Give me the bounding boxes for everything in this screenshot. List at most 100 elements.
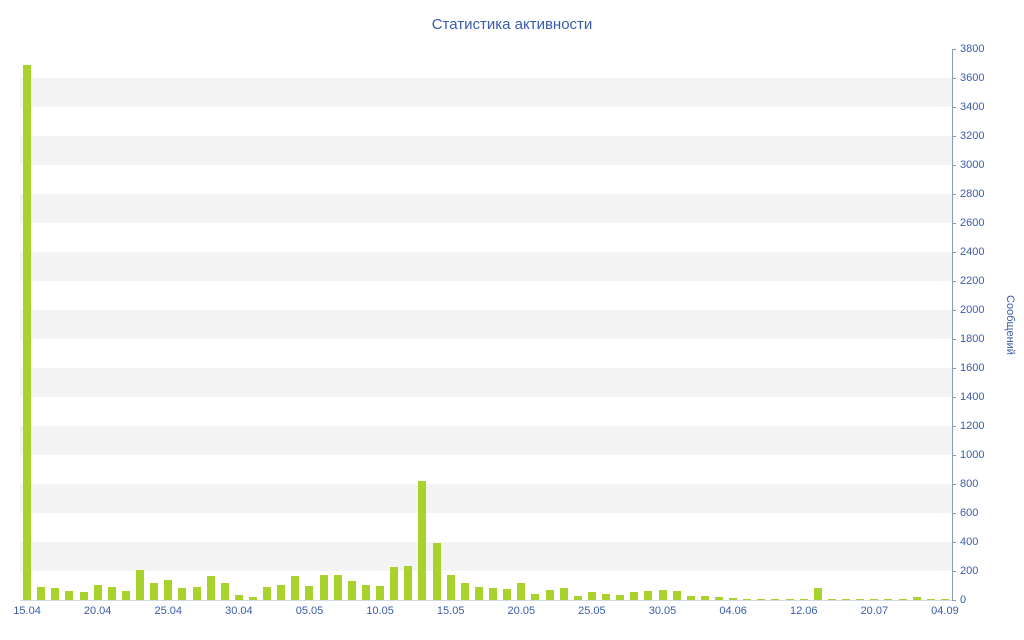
bar-21 [319,575,328,600]
bar-48 [700,596,709,600]
y-axis-line [952,49,953,601]
bar-35 [517,583,526,600]
x-axis-label: 05.05 [295,605,324,617]
y-axis-tick-label: 2800 [960,188,985,200]
bar-12 [192,587,201,600]
bar-0 [23,65,32,600]
bar-50 [729,598,738,600]
x-axis-label: 15.04 [13,605,41,617]
y-axis-tick [952,310,956,311]
x-axis-label: 15.05 [436,605,465,617]
bar-47 [686,596,695,600]
bar-29 [432,543,441,600]
bar-42 [616,595,625,600]
y-axis-title: Сообщений [1004,295,1016,355]
bar-24 [361,585,370,600]
bar-3 [65,591,74,600]
y-axis-tick-label: 400 [960,536,979,548]
y-axis-tick-label: 2200 [960,275,985,287]
bar-7 [121,591,130,600]
y-axis-tick-label: 3800 [960,43,985,55]
bar-15 [234,595,243,600]
bar-5 [93,585,102,600]
plot-area [20,49,952,600]
bar-46 [672,591,681,600]
bar-38 [559,588,568,600]
bar-20 [305,586,314,600]
bar-10 [164,580,173,600]
bar-56 [813,588,822,600]
x-axis-label: 30.04 [225,605,253,617]
y-axis-tick-label: 1400 [960,391,985,403]
bar-19 [291,576,300,600]
x-axis-label: 30.05 [648,605,677,617]
y-axis-tick-label: 1200 [960,420,985,432]
chart-title: Статистика активности [431,16,593,33]
y-axis-tick-label: 0 [960,594,967,606]
x-axis-label: 20.07 [860,605,889,617]
bar-25 [376,586,385,600]
y-axis-tick [952,165,956,166]
y-axis-tick-label: 1000 [960,449,985,461]
bar-52 [757,599,766,600]
bar-18 [277,585,286,600]
y-axis-tick-label: 3600 [960,72,985,84]
bar-16 [249,597,257,600]
bar-61 [884,599,893,600]
bar-54 [785,599,794,600]
y-axis-tick [952,339,956,340]
bar-33 [489,588,498,600]
y-axis-tick-label: 1800 [960,333,985,345]
x-axis-label: 10.05 [366,605,394,617]
y-axis-tick [952,513,956,514]
bar-40 [587,592,596,600]
bar-4 [79,592,88,600]
y-axis-tick-label: 1600 [960,362,985,374]
bar-26 [390,567,399,600]
y-axis-tick-label: 3200 [960,130,985,142]
bar-13 [206,576,215,600]
x-axis-label: 25.04 [154,605,183,617]
y-axis-tick [952,136,956,137]
y-axis-tick [952,600,956,601]
bar-63 [912,597,921,600]
bar-30 [446,575,455,600]
y-axis-tick [952,281,956,282]
y-axis-tick-label: 800 [960,478,979,490]
x-axis-label: 04.09 [931,605,959,617]
bar-62 [898,599,907,600]
bar-22 [333,575,342,600]
y-axis-labels: 0 200 400 600 800 1000 1200 1400 1600 1800 2000 220… [952,43,1002,606]
y-axis-tick [952,49,956,50]
x-axis-label: 25.05 [578,605,606,617]
bar-37 [545,590,554,600]
bar-65 [940,599,949,600]
bar-39 [573,596,582,600]
y-axis-tick-label: 2600 [960,217,985,229]
bar-36 [531,594,540,600]
bar-60 [870,599,879,600]
y-axis-tick-label: 2400 [960,246,985,258]
y-axis-tick-label: 2000 [960,304,985,316]
y-axis-tick-label: 3000 [960,159,985,171]
bar-2 [51,588,60,600]
bar-23 [347,581,356,600]
y-axis-tick [952,571,956,572]
bar-44 [644,591,653,600]
bar-11 [178,588,187,600]
bar-49 [715,597,723,600]
y-axis-tick-label: 200 [960,565,979,577]
bar-32 [474,587,483,600]
bar-1 [37,587,46,600]
bar-59 [856,599,865,600]
y-axis-tick [952,397,956,398]
bar-8 [136,570,145,600]
bar-9 [150,583,159,600]
y-axis-tick [952,484,956,485]
bar-17 [263,587,272,600]
y-axis-tick [952,107,956,108]
bar-31 [460,583,469,600]
bar-53 [771,599,780,600]
bar-64 [926,599,935,600]
y-axis-tick [952,252,956,253]
